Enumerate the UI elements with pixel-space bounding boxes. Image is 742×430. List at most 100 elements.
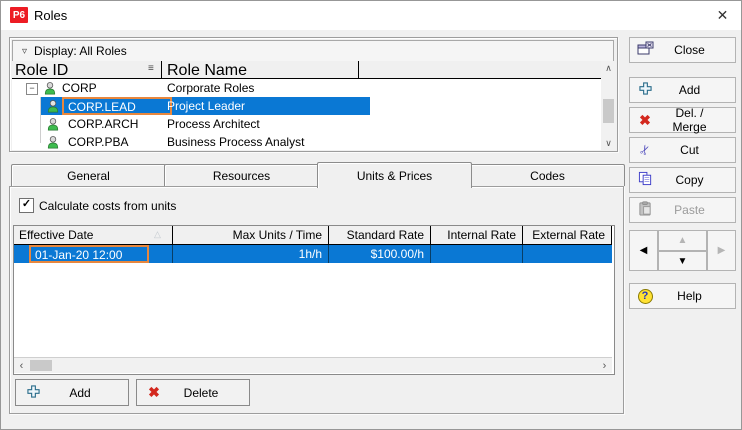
scrollbar-thumb[interactable]: [603, 99, 614, 123]
close-icon: ✕: [716, 7, 729, 23]
column-separator: [161, 61, 162, 78]
external-rate-cell: [522, 245, 611, 263]
window-close-button[interactable]: ✕: [704, 1, 741, 30]
close-window-icon: [630, 41, 660, 59]
column-separator: [611, 226, 612, 244]
column-label: Internal Rate: [447, 228, 516, 242]
column-header-role-id[interactable]: Role ID: [15, 62, 69, 79]
column-separator: [358, 61, 359, 78]
tree-row-corp-lead[interactable]: CORP.LEAD Project Leader: [12, 97, 601, 115]
column-header-external-rate[interactable]: External Rate: [522, 226, 611, 244]
delete-rate-button[interactable]: ✖ Delete: [136, 379, 250, 406]
sort-ascending-icon: △: [154, 229, 161, 239]
delete-merge-button[interactable]: ✖ Del. / Merge: [629, 106, 736, 134]
column-header-standard-rate[interactable]: Standard Rate: [328, 226, 430, 244]
selection-highlight: [41, 97, 370, 115]
column-label: Standard Rate: [346, 228, 424, 242]
role-person-icon: [47, 136, 59, 149]
add-role-button[interactable]: Add: [629, 77, 736, 103]
paste-icon: [630, 201, 660, 219]
window-title: Roles: [34, 8, 68, 23]
chevron-down-icon: ▿: [22, 45, 28, 57]
help-label: Help: [677, 289, 702, 303]
role-id-cell: CORP: [62, 81, 97, 95]
rate-row-selected[interactable]: 01-Jan-20 12:00 1h/h $100.00/h: [14, 245, 612, 263]
table-horizontal-scrollbar[interactable]: ‹ ›: [14, 357, 612, 373]
plus-icon: [630, 82, 660, 98]
tab-units-and-prices[interactable]: Units & Prices: [317, 162, 472, 188]
column-separator: [430, 226, 431, 244]
tree-row-corp-pba[interactable]: CORP.PBA Business Process Analyst: [12, 133, 601, 151]
calculate-costs-label: Calculate costs from units: [39, 199, 177, 213]
role-id-cell: CORP.ARCH: [68, 117, 139, 131]
help-button[interactable]: ? Help: [629, 283, 736, 309]
internal-rate-cell: [430, 245, 522, 263]
tab-label: Units & Prices: [356, 168, 433, 183]
role-name-cell: Process Architect: [167, 117, 260, 131]
copy-button[interactable]: Copy: [629, 167, 736, 193]
tree-row-corp[interactable]: − CORP Corporate Roles: [12, 79, 601, 97]
paste-button[interactable]: Paste: [629, 197, 736, 223]
arrow-down-icon: ▼: [677, 255, 688, 267]
column-separator: [522, 245, 523, 263]
role-tree-header: [12, 61, 601, 79]
role-id-cell: CORP.PBA: [68, 135, 129, 149]
tab-label: Codes: [530, 168, 565, 183]
scroll-right-icon[interactable]: ›: [602, 359, 607, 372]
column-header-internal-rate[interactable]: Internal Rate: [430, 226, 522, 244]
title-bar: P6 Roles ✕: [1, 1, 741, 30]
column-header-effective-date[interactable]: Effective Date △: [14, 226, 172, 244]
cell-value: 1h/h: [298, 247, 322, 261]
tab-codes[interactable]: Codes: [470, 164, 625, 186]
cut-button[interactable]: ✂ Cut: [629, 137, 736, 163]
column-label: Effective Date: [19, 228, 94, 242]
check-icon: ✓: [21, 198, 32, 210]
scroll-down-icon[interactable]: ∨: [605, 137, 612, 148]
max-units-cell: 1h/h: [172, 245, 328, 263]
scroll-left-icon[interactable]: ‹: [19, 359, 24, 372]
role-id-cell: CORP.LEAD: [68, 100, 136, 114]
column-separator: [328, 226, 329, 244]
column-label: Max Units / Time: [232, 228, 322, 242]
column-separator: [172, 245, 173, 263]
tree-vertical-scrollbar[interactable]: ∧ ∨: [601, 61, 616, 150]
close-button[interactable]: Close: [629, 37, 736, 63]
cell-value: $100.00/h: [370, 247, 424, 261]
copy-label: Copy: [675, 173, 704, 187]
scroll-up-icon[interactable]: ∧: [605, 62, 612, 73]
focus-cell-border: 01-Jan-20 12:00: [29, 245, 149, 263]
collapse-expander-icon[interactable]: −: [26, 83, 38, 95]
columns-glyph-icon[interactable]: ≡: [148, 63, 154, 74]
display-options-bar[interactable]: ▿ Display: All Roles: [12, 40, 614, 62]
tree-guide-line: [40, 115, 41, 133]
move-right-button[interactable]: ▶: [707, 230, 736, 271]
p6-app-icon: P6: [10, 7, 28, 23]
display-bar-label: Display: All Roles: [34, 44, 127, 58]
tree-guide-line: [40, 97, 41, 115]
add-role-label: Add: [678, 83, 701, 97]
tab-label: General: [67, 168, 110, 183]
column-separator: [328, 245, 329, 263]
calculate-costs-checkbox[interactable]: ✓: [19, 198, 34, 213]
column-header-role-name[interactable]: Role Name: [167, 62, 248, 79]
tab-general[interactable]: General: [11, 164, 166, 186]
column-separator: [522, 226, 523, 244]
help-icon: ?: [637, 288, 653, 304]
move-down-button[interactable]: ▼: [658, 251, 707, 271]
column-label: External Rate: [532, 228, 605, 242]
column-separator: [430, 245, 431, 263]
move-left-button[interactable]: ◀: [629, 230, 658, 271]
add-rate-label: Add: [69, 385, 91, 400]
tree-row-corp-arch[interactable]: CORP.ARCH Process Architect: [12, 115, 601, 133]
column-header-max-units[interactable]: Max Units / Time: [172, 226, 328, 244]
red-x-icon: ✖: [148, 384, 160, 400]
add-rate-button[interactable]: Add: [15, 379, 129, 406]
copy-icon: [630, 171, 660, 189]
tab-label: Resources: [212, 168, 271, 183]
tab-resources[interactable]: Resources: [164, 164, 319, 186]
scrollbar-thumb[interactable]: [30, 360, 52, 371]
plus-icon: [16, 384, 50, 401]
move-up-button[interactable]: ▲: [658, 230, 707, 251]
standard-rate-cell: $100.00/h: [328, 245, 430, 263]
